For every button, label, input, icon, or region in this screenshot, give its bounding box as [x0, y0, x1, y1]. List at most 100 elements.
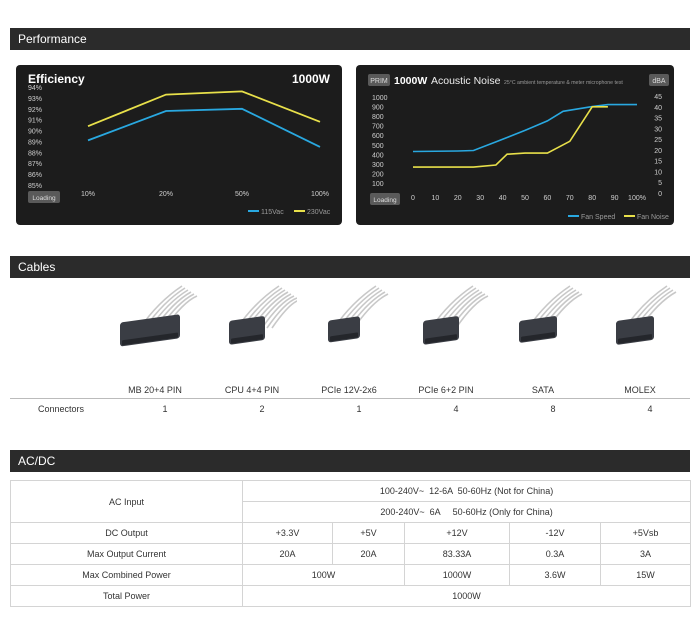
current-cell: 83.33A	[404, 543, 510, 565]
y-tick-label: 85%	[28, 183, 42, 190]
cable-wire	[266, 297, 298, 329]
y2-tick-label: 10	[654, 169, 662, 176]
ac-input-label: AC Input	[10, 480, 243, 523]
rail-cell: -12V	[509, 522, 601, 544]
series-line-Fan Speed	[412, 103, 637, 153]
efficiency-chart-svg: Efficiency 1000W 94% 93% 92% 91% 90% 89% 88% 87% 8…	[28, 72, 331, 216]
y-tick-label: 1000	[372, 95, 388, 102]
y-tick-label: 86%	[28, 172, 42, 179]
total-power-row: Total Power 1000W	[10, 585, 692, 607]
cable-item: PCIe 6+2 PIN	[401, 282, 491, 395]
y2-tick-label: 5	[658, 180, 662, 187]
connector-face	[425, 334, 457, 344]
connector-count: 2	[259, 404, 265, 414]
y-tick-label: 200	[372, 171, 384, 178]
rail-cell: +3.3V	[242, 522, 333, 544]
x-tick-label: 70	[566, 195, 574, 202]
cable-item: SATA	[498, 282, 588, 395]
current-cell: 20A	[242, 543, 333, 565]
legend-label: Fan Speed	[581, 214, 615, 221]
connector-face	[330, 332, 358, 342]
prim-badge	[368, 74, 390, 86]
legend-label: 115Vac	[261, 209, 284, 216]
ac-input-value-1: 100-240V~ 12-6A 50-60Hz (Not for China)	[241, 480, 692, 502]
cable-wire	[455, 295, 489, 329]
total-power-value: 1000W	[241, 585, 692, 607]
connector-face	[231, 334, 263, 344]
connector-face	[122, 332, 178, 346]
x-tick-label: 10	[432, 195, 440, 202]
y-tick-label: 93%	[28, 96, 42, 103]
x-tick-label: 50	[521, 195, 529, 202]
rail-cell: +5Vsb	[599, 522, 692, 544]
dc-output-row: DC Output +3.3V +5V +12V -12V +5Vsb	[10, 522, 692, 544]
cables-section-header: Cables	[10, 256, 690, 278]
connector-count: 8	[550, 404, 556, 414]
y-tick-label: 94%	[28, 85, 42, 92]
x-tick-label: 30	[476, 195, 484, 202]
mb-20-4-pin-connector-icon	[120, 285, 198, 347]
dba-badge	[649, 74, 669, 86]
dc-output-label: DC Output	[10, 522, 243, 544]
loading-badge	[28, 191, 60, 203]
cable-label: PCIe 12V-2x6	[321, 385, 377, 395]
x-tick-label: 90	[611, 195, 619, 202]
connectors-label: Connectors	[38, 404, 85, 414]
combined-cell: 15W	[599, 564, 692, 586]
y2-tick-label: 40	[654, 105, 662, 112]
connector-count: 1	[162, 404, 168, 414]
chart-title: Efficiency	[28, 72, 85, 86]
cable-item: CPU 4+4 PIN	[207, 282, 301, 395]
series-line-230Vac	[87, 90, 321, 128]
chart-subtitle: 1000W	[292, 72, 331, 86]
acoustic-noise-chart: PRIM 1000W Acoustic Noise 25°C ambient temp…	[356, 65, 674, 225]
efficiency-chart: Efficiency 1000W 94% 93% 92% 91% 90% 89% 88% 87% 8…	[16, 65, 342, 225]
y2-tick-label: 20	[654, 148, 662, 155]
cables-title: Cables	[18, 260, 56, 274]
cable-label: SATA	[531, 385, 555, 395]
y-tick-label: 600	[372, 133, 384, 140]
y-tick-label: 700	[372, 124, 384, 131]
y-tick-label: 300	[372, 162, 384, 169]
combined-cell: 100W	[242, 564, 405, 586]
ac-input-value-2: 200-240V~ 6A 50-60Hz (Only for China)	[241, 501, 692, 523]
max-current-row: Max Output Current 20A 20A 83.33A 0.3A 3…	[10, 543, 692, 565]
y-tick-label: 800	[372, 114, 384, 121]
y2-tick-label: 0	[658, 191, 662, 198]
acdc-title: AC/DC	[18, 454, 56, 468]
cable-item: MOLEX	[595, 282, 685, 395]
y-tick-label: 92%	[28, 107, 42, 114]
x-tick-label: 20%	[159, 191, 173, 198]
cable-item: MB 20+4 PIN	[110, 282, 200, 395]
chart-subtitle: 25°C ambient temperature & meter microph…	[504, 80, 623, 86]
current-cell: 20A	[332, 543, 405, 565]
combined-cell: 1000W	[404, 564, 510, 586]
performance-title: Performance	[18, 32, 87, 46]
loading-badge-label: Loading	[32, 195, 56, 202]
rail-cell: +5V	[332, 522, 405, 544]
connector-count: 4	[647, 404, 653, 414]
current-cell: 0.3A	[509, 543, 601, 565]
total-power-label: Total Power	[10, 585, 243, 607]
x-tick-label: 20	[454, 195, 462, 202]
connector-face	[521, 332, 555, 342]
x-tick-label: 80	[588, 195, 596, 202]
max-combined-row: Max Combined Power 100W 1000W 3.6W 15W	[10, 564, 692, 586]
y-tick-label: 900	[372, 105, 384, 112]
acdc-section-header: AC/DC	[10, 450, 690, 472]
connector-count: 4	[453, 404, 459, 414]
current-cell: 3A	[599, 543, 692, 565]
loading-badge	[370, 193, 400, 205]
cable-label: MOLEX	[624, 385, 656, 395]
sata-connector-icon	[519, 285, 583, 343]
y-tick-label: 91%	[28, 118, 42, 125]
y-tick-label: 88%	[28, 150, 42, 157]
molex-connector-icon	[616, 285, 677, 345]
x-tick-label: 50%	[235, 191, 249, 198]
pcie-6-2-pin-connector-icon	[423, 285, 489, 345]
acoustic-noise-chart-svg: PRIM 1000W Acoustic Noise 25°C ambient temp…	[368, 74, 669, 221]
connectors-row: Connectors 1 2 1 4 8 4	[10, 398, 690, 421]
y-tick-label: 87%	[28, 161, 42, 168]
legend-label: 230Vac	[307, 209, 331, 216]
y2-tick-label: 45	[654, 94, 662, 101]
